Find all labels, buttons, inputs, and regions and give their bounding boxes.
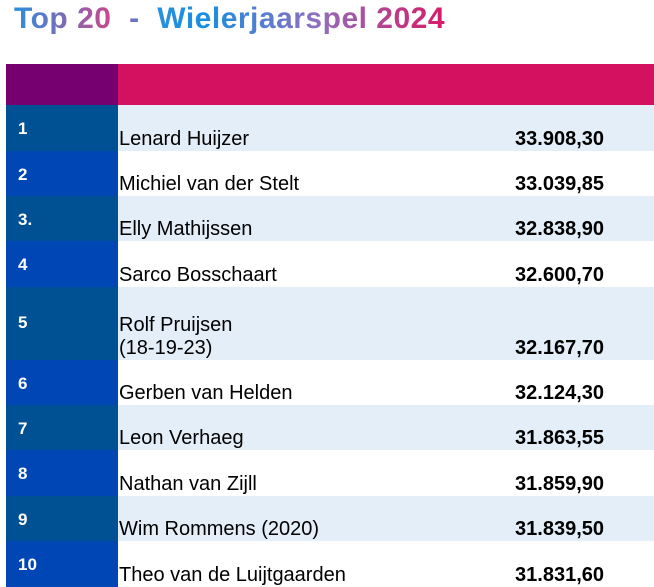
table-row: 6 Gerben van Helden 32.124,30 (6, 360, 654, 405)
player-name: Lenard Huijzer (119, 128, 250, 150)
player-score: 32.600,70 (515, 264, 604, 286)
player-name: Michiel van der Stelt (119, 173, 300, 195)
player-name: Theo van de Luijtgaarden (119, 564, 346, 586)
player-score: 31.831,60 (515, 564, 604, 586)
row-background (118, 151, 654, 196)
row-background (118, 105, 654, 151)
player-score: 31.863,55 (515, 427, 604, 449)
player-score: 33.039,85 (515, 173, 604, 195)
table-row: 8 Nathan van Zijll 31.859,90 (6, 450, 654, 496)
rank-cell: 5 (6, 287, 118, 360)
row-background (118, 360, 654, 405)
table-row: 4 Sarco Bosschaart 32.600,70 (6, 241, 654, 287)
table-row: 1 Lenard Huijzer 33.908,30 (6, 105, 654, 151)
player-score: 33.908,30 (515, 128, 604, 150)
player-score: 32.838,90 (515, 218, 604, 240)
player-note: (18-19-23) (119, 337, 213, 359)
rank-cell: 7 (6, 405, 118, 450)
table-header-main (118, 64, 654, 105)
rank-cell: 9 (6, 496, 118, 541)
table-row: 2 Michiel van der Stelt 33.039,85 (6, 151, 654, 196)
rank-cell: 1 (6, 105, 118, 151)
player-score: 31.839,50 (515, 518, 604, 540)
row-background (118, 541, 654, 587)
table-row: 7 Leon Verhaeg 31.863,55 (6, 405, 654, 450)
player-name: Leon Verhaeg (119, 427, 244, 449)
player-name: Gerben van Helden (119, 382, 293, 404)
player-score: 32.124,30 (515, 382, 604, 404)
player-name: Sarco Bosschaart (119, 264, 277, 286)
table-row: 9 Wim Rommens (2020) 31.839,50 (6, 496, 654, 541)
row-background (118, 241, 654, 287)
row-background (118, 496, 654, 541)
rank-cell: 8 (6, 450, 118, 496)
rank-cell: 2 (6, 151, 118, 196)
row-background (118, 196, 654, 241)
player-name: Nathan van Zijll (119, 473, 257, 495)
table-row: 10 Theo van de Luijtgaarden 31.831,60 (6, 541, 654, 587)
table-row: 5 Rolf Pruijsen (18-19-23) 32.167,70 (6, 287, 654, 360)
row-background (118, 287, 654, 360)
player-score: 31.859,90 (515, 473, 604, 495)
rank-cell: 3. (6, 196, 118, 241)
player-score: 32.167,70 (515, 337, 604, 359)
rank-cell: 6 (6, 360, 118, 405)
player-name: Wim Rommens (2020) (119, 518, 320, 540)
row-background (118, 405, 654, 450)
rank-cell: 4 (6, 241, 118, 287)
table-row: 3. Elly Mathijssen 32.838,90 (6, 196, 654, 241)
page-title: Top 20 - Wielerjaarspel 2024 (14, 2, 446, 35)
player-name: Elly Mathijssen (119, 218, 253, 240)
table-header-rank (6, 64, 118, 105)
rank-cell: 10 (6, 541, 118, 587)
player-name: Rolf Pruijsen (18-19-23) (119, 314, 233, 359)
row-background (118, 450, 654, 496)
